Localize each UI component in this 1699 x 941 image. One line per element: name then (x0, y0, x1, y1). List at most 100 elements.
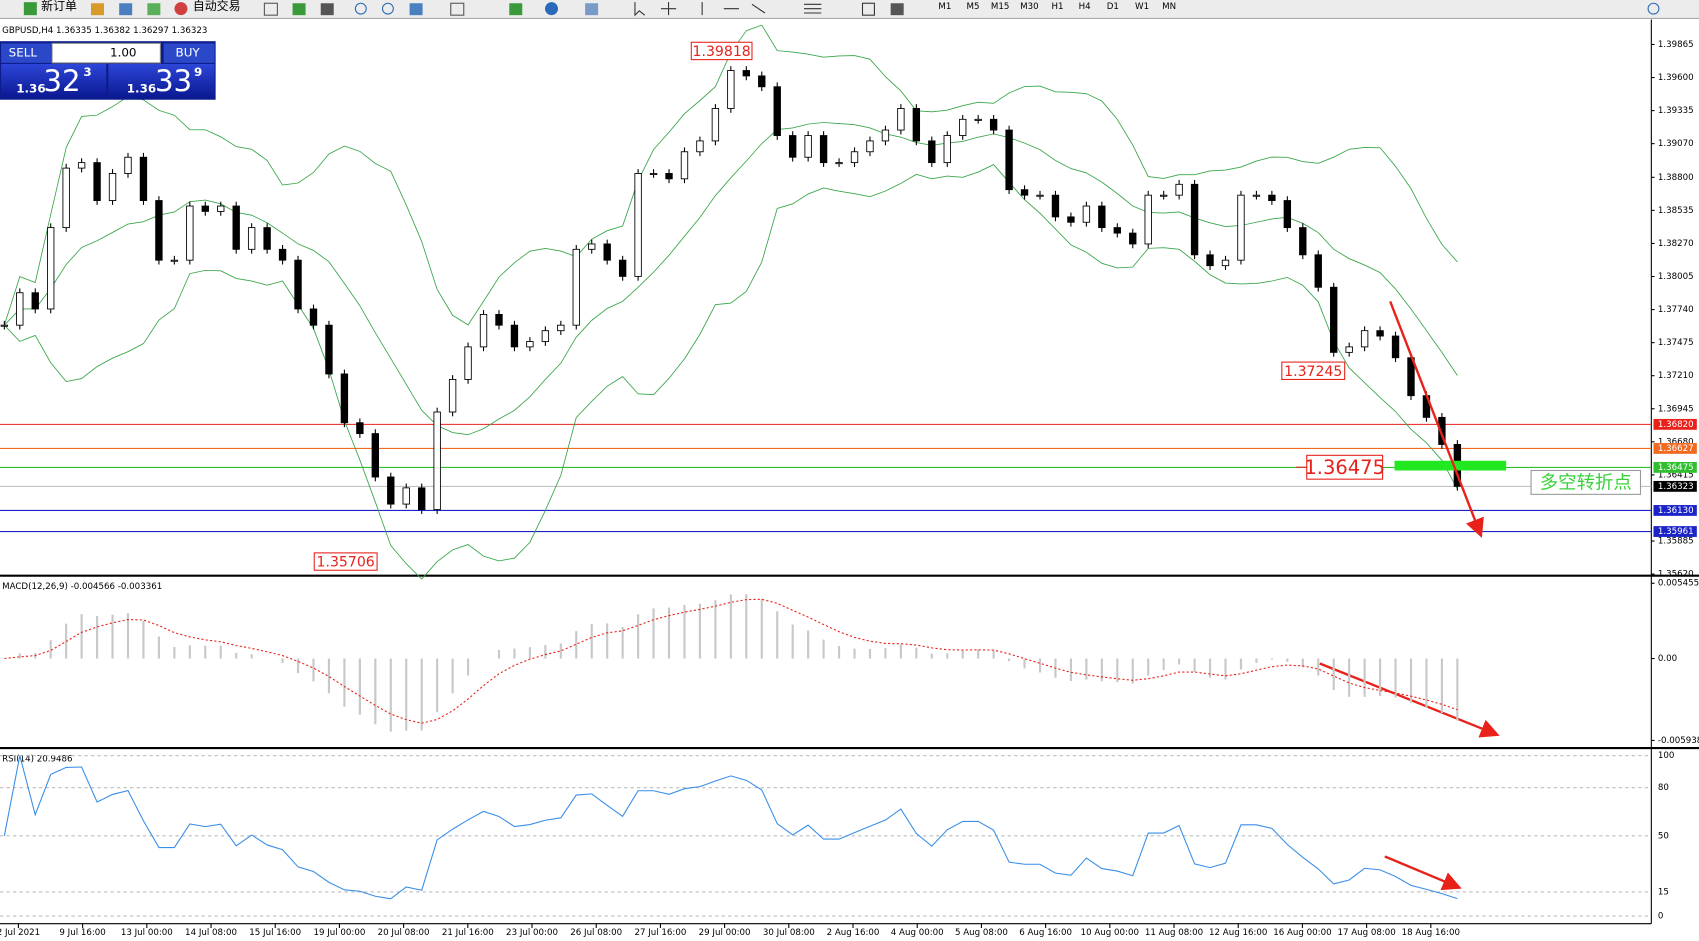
toolbar-icons (263, 2, 1660, 17)
icon[interactable] (292, 3, 306, 16)
timeframe-button[interactable]: D1 (1107, 2, 1119, 12)
annotation-box (1281, 361, 1346, 380)
icon[interactable] (450, 2, 465, 16)
candle (124, 156, 132, 174)
icon[interactable] (147, 3, 161, 16)
rsi-tick-label: 15 (1658, 887, 1669, 897)
icon[interactable] (660, 2, 677, 16)
timeframe-button[interactable]: M1 (938, 2, 951, 12)
candle (170, 259, 179, 262)
candle (1098, 205, 1106, 229)
lot-input[interactable] (51, 42, 161, 64)
time-label: 12 Aug 16:00 (1209, 928, 1267, 938)
icon[interactable] (701, 2, 766, 16)
candle (464, 346, 472, 380)
sell-button[interactable] (1, 43, 51, 63)
candle (47, 227, 55, 310)
candle (371, 433, 380, 478)
rsi-label: RSI(14) 20.9486 (2, 754, 72, 764)
icon[interactable] (585, 3, 599, 16)
candle (1438, 416, 1446, 445)
candle (1376, 330, 1384, 337)
buy-price-box[interactable] (108, 63, 215, 99)
icon[interactable] (803, 3, 822, 14)
candle (139, 156, 148, 201)
timeframe-button[interactable]: M15 (991, 2, 1009, 12)
icon[interactable] (890, 3, 904, 16)
macd-tick-label: -0.005938 (1658, 736, 1699, 746)
sell-price-fraction: 3 (83, 65, 91, 79)
candle (1283, 200, 1292, 229)
icon[interactable] (509, 3, 523, 16)
search-icon[interactable] (1647, 2, 1660, 15)
annotation-box (690, 41, 753, 61)
candle (325, 324, 333, 375)
level-label-bg (1653, 505, 1697, 516)
buy-label[interactable]: BUY (176, 46, 201, 60)
price-tick-label: 1.39070 (1658, 139, 1694, 149)
timeframe-button[interactable]: MN (1162, 2, 1176, 12)
timeframe-button[interactable]: M30 (1020, 2, 1038, 12)
auto-trading-button[interactable]: 自动交易 (193, 0, 241, 13)
candle (711, 108, 720, 142)
price-tick-label: 1.37210 (1658, 371, 1694, 381)
icon[interactable] (354, 2, 367, 15)
candle (247, 227, 256, 250)
candle (340, 373, 349, 424)
icon[interactable] (545, 2, 559, 16)
candle (897, 108, 905, 131)
lot-value[interactable]: 1.00 (110, 46, 137, 60)
candle (1082, 205, 1091, 223)
candle (1175, 183, 1183, 196)
candle (603, 243, 611, 261)
candle (418, 487, 426, 511)
candle (526, 341, 534, 348)
candle (309, 308, 318, 326)
auto-trading-icon[interactable] (174, 2, 188, 16)
candle (881, 129, 890, 142)
icon[interactable] (119, 3, 133, 16)
candle (1036, 194, 1044, 197)
icon[interactable] (634, 2, 646, 17)
level-label: 1.36130 (1658, 506, 1694, 516)
time-label: 11 Aug 08:00 (1145, 928, 1203, 938)
annotation: 1.36475 (1304, 456, 1385, 479)
time-label: 29 Jul 00:00 (699, 928, 751, 938)
icon[interactable] (861, 2, 875, 16)
icon[interactable] (409, 3, 423, 16)
icon[interactable] (320, 3, 334, 16)
icon[interactable] (91, 3, 105, 16)
price-tick-label: 1.36945 (1658, 404, 1694, 414)
new-order-icon[interactable] (23, 2, 37, 16)
candle (1144, 194, 1152, 245)
timeframe-button[interactable]: H1 (1052, 2, 1064, 12)
new-order-button[interactable]: 新订单 (41, 0, 77, 13)
level-label: 1.36820 (1658, 420, 1694, 430)
candle (1237, 194, 1245, 261)
buy-button[interactable] (163, 43, 215, 63)
time-label: 13 Jul 00:00 (121, 928, 173, 938)
candle (804, 135, 812, 158)
symbol-header: GBPUSD,H4 1.36335 1.36382 1.36297 1.3632… (2, 26, 207, 36)
time-label: 23 Jul 00:00 (506, 928, 558, 938)
candle (758, 75, 766, 88)
candle (495, 314, 503, 326)
level-label: 1.36475 (1658, 463, 1694, 473)
timeframe-button[interactable]: M5 (967, 2, 980, 12)
price-tick-label: 1.39600 (1658, 73, 1694, 83)
sell-label[interactable]: SELL (9, 46, 38, 60)
annotation-box (1530, 469, 1642, 495)
candle (108, 173, 117, 201)
annotation: 1.35706 (317, 555, 375, 571)
timeframe-button[interactable]: H4 (1079, 2, 1092, 12)
annotation: 1.39818 (693, 44, 751, 60)
timeframe-button[interactable]: W1 (1135, 2, 1149, 12)
level-label-bg (1653, 418, 1697, 430)
icon[interactable] (263, 2, 278, 16)
candle (866, 140, 874, 153)
rsi-line (3, 755, 1458, 900)
macd-tick-label: 0.00 (1658, 654, 1677, 664)
sell-price-box[interactable] (1, 63, 107, 99)
icon[interactable] (381, 2, 394, 15)
price-tick-label: 1.39865 (1658, 40, 1694, 50)
